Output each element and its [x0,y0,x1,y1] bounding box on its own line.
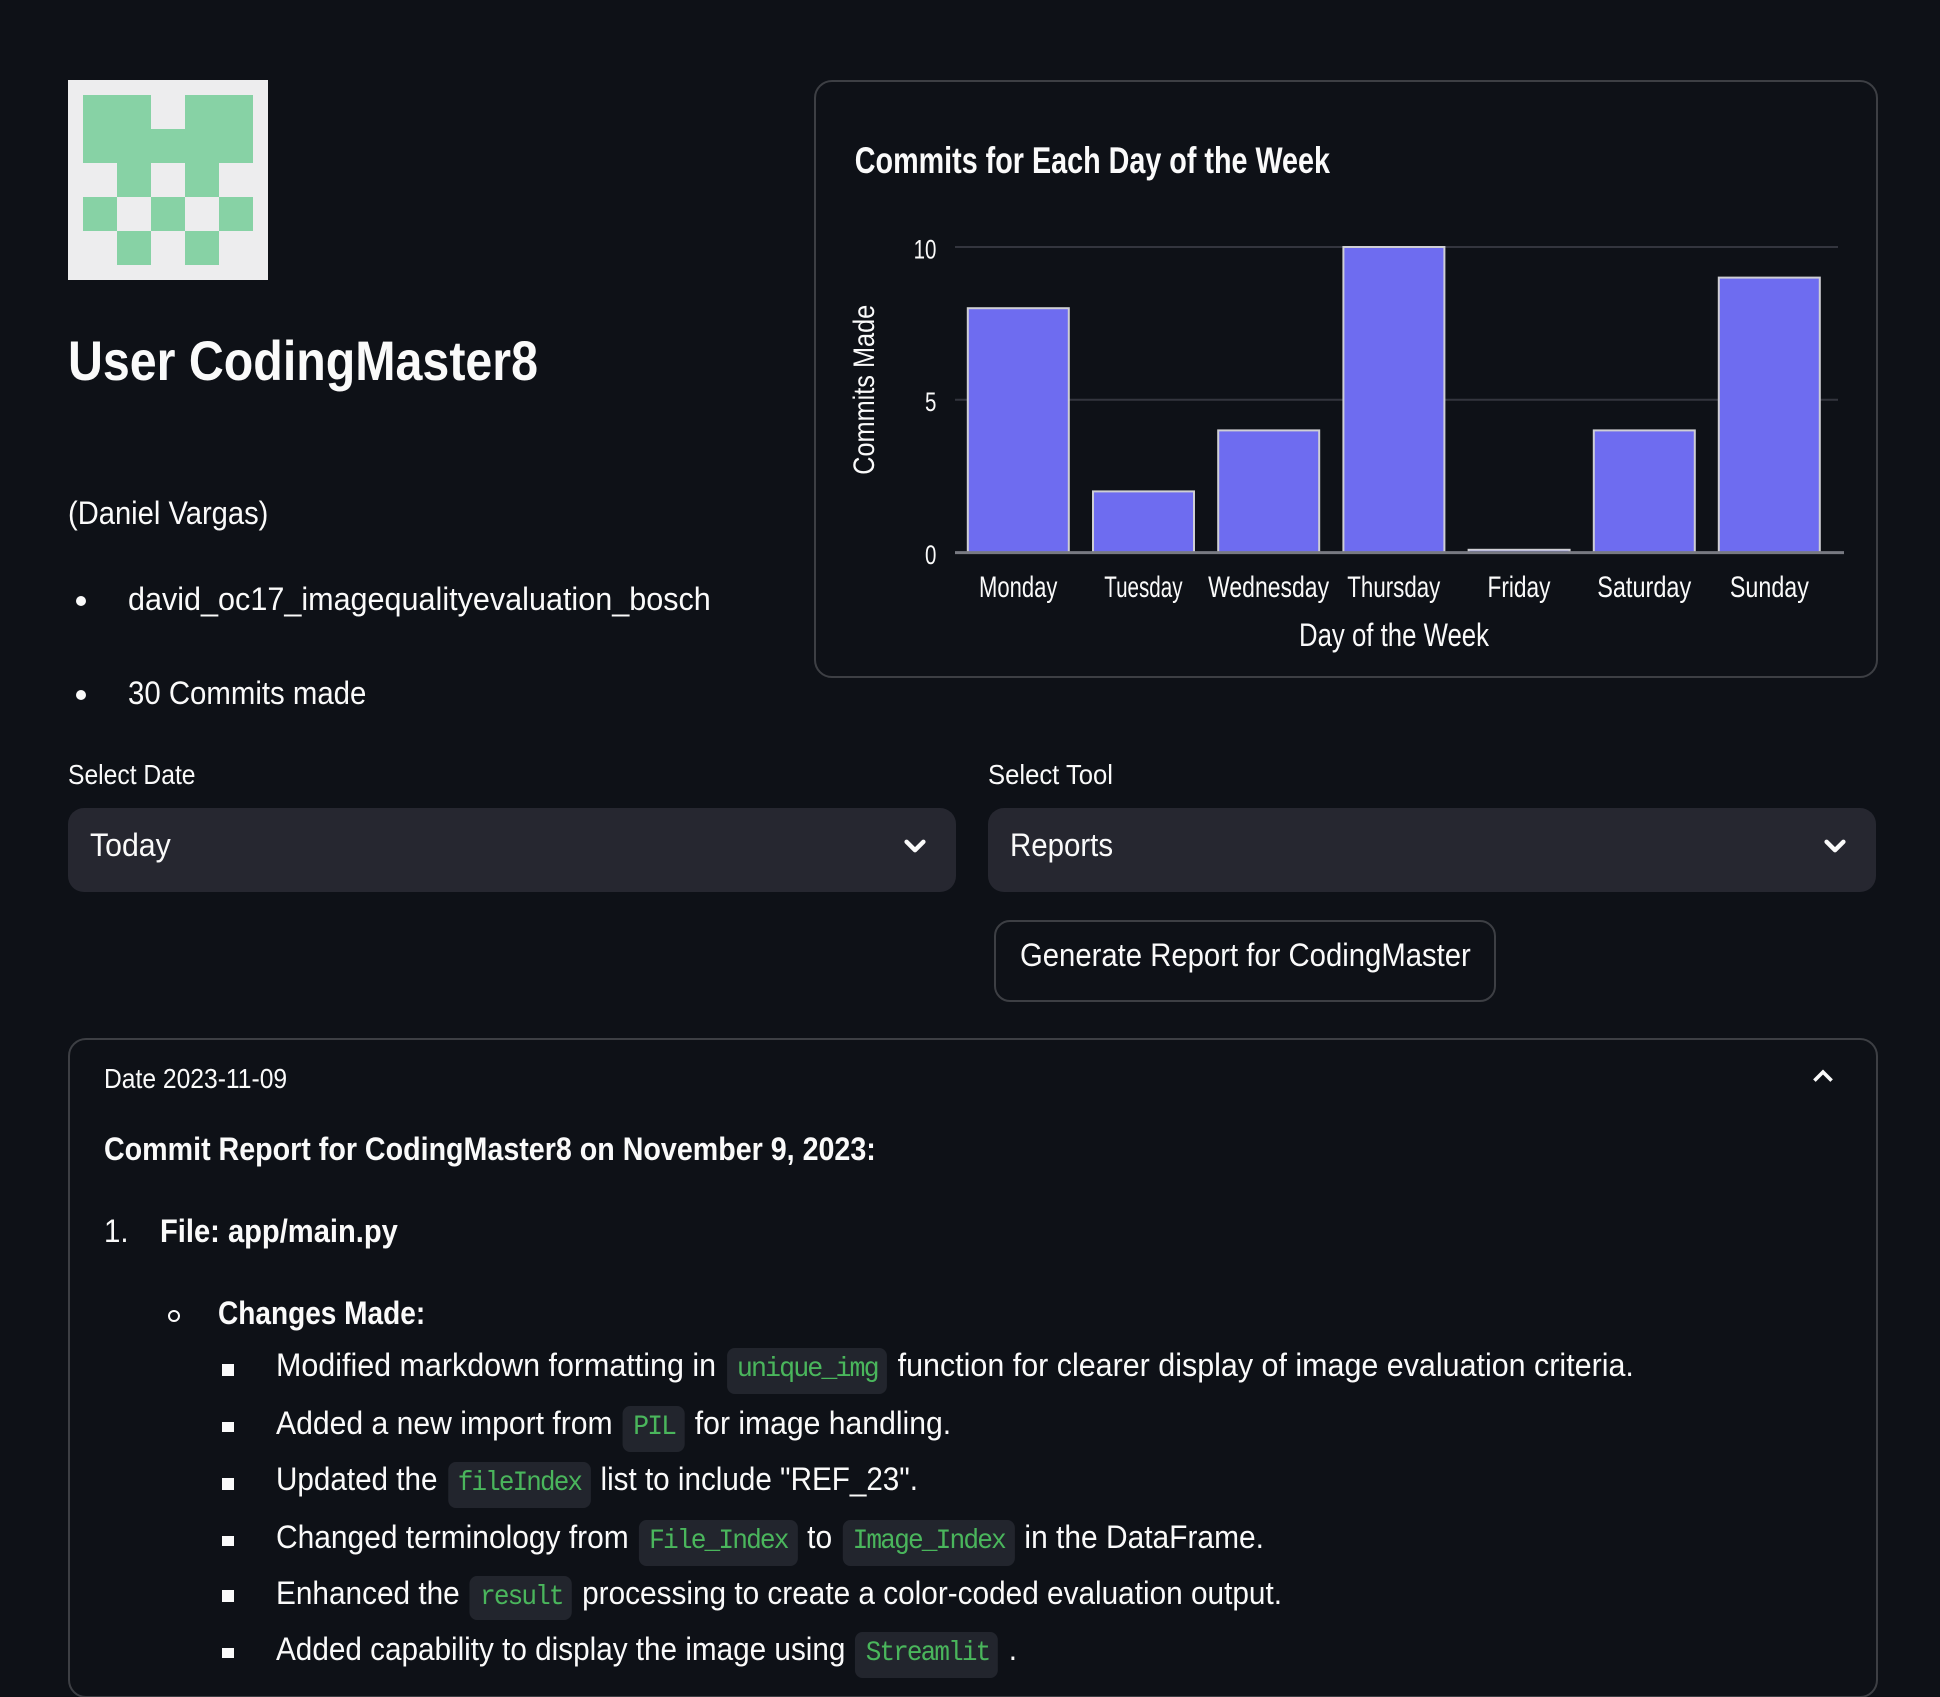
svg-text:Thursday: Thursday [1347,571,1440,604]
svg-text:5: 5 [925,387,936,417]
svg-text:10: 10 [914,234,937,264]
svg-text:Commits Made: Commits Made [848,305,881,475]
svg-text:0: 0 [925,540,936,570]
svg-text:Monday: Monday [979,571,1057,604]
svg-text:Commits for Each Day of the We: Commits for Each Day of the Week [855,140,1331,181]
svg-text:Wednesday: Wednesday [1208,571,1329,604]
svg-text:Sunday: Sunday [1730,571,1809,604]
svg-text:Tuesday: Tuesday [1104,571,1182,604]
svg-text:Saturday: Saturday [1597,571,1691,604]
svg-text:Day of the Week: Day of the Week [1299,617,1490,653]
svg-text:Friday: Friday [1488,571,1551,604]
